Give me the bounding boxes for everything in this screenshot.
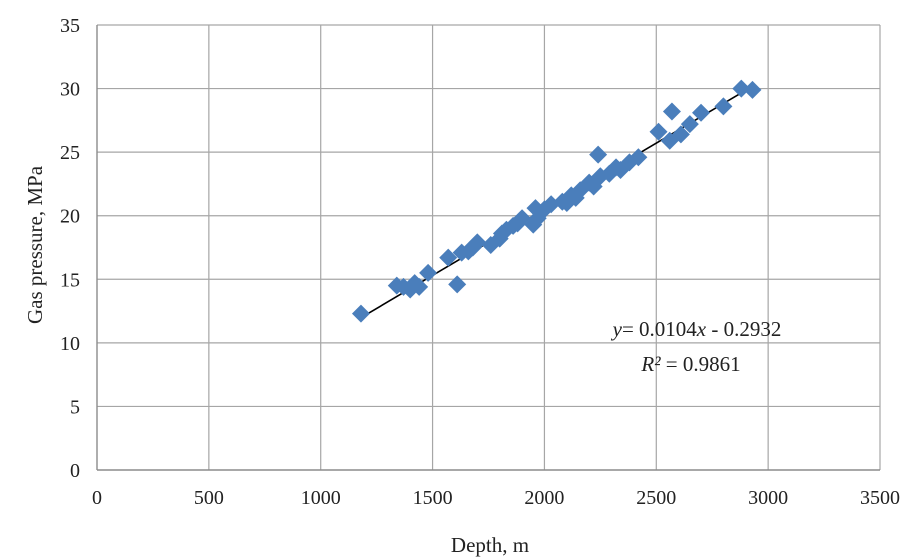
equation-slope: = 0.0104 (622, 317, 697, 341)
equation-x: x (696, 317, 707, 341)
r2-value: = 0.9861 (661, 352, 741, 376)
data-point (448, 275, 467, 294)
data-point (680, 115, 699, 134)
y-tick-label: 30 (60, 79, 80, 101)
data-point (439, 248, 458, 267)
x-tick-labels: 0 500 1000 1500 2000 2500 3000 3500 (92, 487, 900, 509)
data-point (468, 233, 487, 252)
y-tick-label: 0 (70, 460, 80, 482)
data-points (351, 79, 762, 323)
x-tick-label: 3000 (748, 487, 788, 509)
trendline-r-squared: R² = 0.9861 (640, 352, 740, 376)
data-point (671, 125, 690, 144)
axes (96, 25, 880, 471)
equation-y: y (611, 317, 623, 341)
x-axis-title: Depth, m (451, 533, 529, 557)
y-tick-label: 10 (60, 333, 80, 355)
equation-intercept: - 0.2932 (706, 317, 781, 341)
y-tick-labels: 0 5 10 15 20 25 30 35 (60, 15, 80, 482)
y-tick-label: 15 (60, 269, 80, 291)
data-point (419, 263, 438, 282)
x-tick-label: 0 (92, 487, 102, 509)
data-point (649, 122, 668, 141)
x-tick-label: 1000 (301, 487, 341, 509)
data-point (714, 97, 733, 116)
x-tick-label: 1500 (413, 487, 453, 509)
r2-label: R² (640, 352, 661, 376)
data-point (589, 145, 608, 164)
y-axis-title: Gas pressure, MPa (23, 165, 47, 324)
data-point (662, 102, 681, 121)
y-tick-label: 35 (60, 15, 80, 37)
x-tick-label: 500 (194, 487, 224, 509)
data-point (410, 277, 429, 296)
x-tick-label: 3500 (860, 487, 900, 509)
y-tick-label: 20 (60, 206, 80, 228)
y-tick-label: 5 (70, 396, 80, 418)
data-point (351, 304, 370, 323)
trendline-equation: y= 0.0104x - 0.2932 (611, 317, 782, 341)
data-point (743, 80, 762, 99)
data-point (732, 79, 751, 98)
x-tick-label: 2000 (524, 487, 564, 509)
y-tick-label: 25 (60, 142, 80, 164)
data-point (629, 148, 648, 167)
x-tick-label: 2500 (636, 487, 676, 509)
data-point (692, 103, 711, 122)
